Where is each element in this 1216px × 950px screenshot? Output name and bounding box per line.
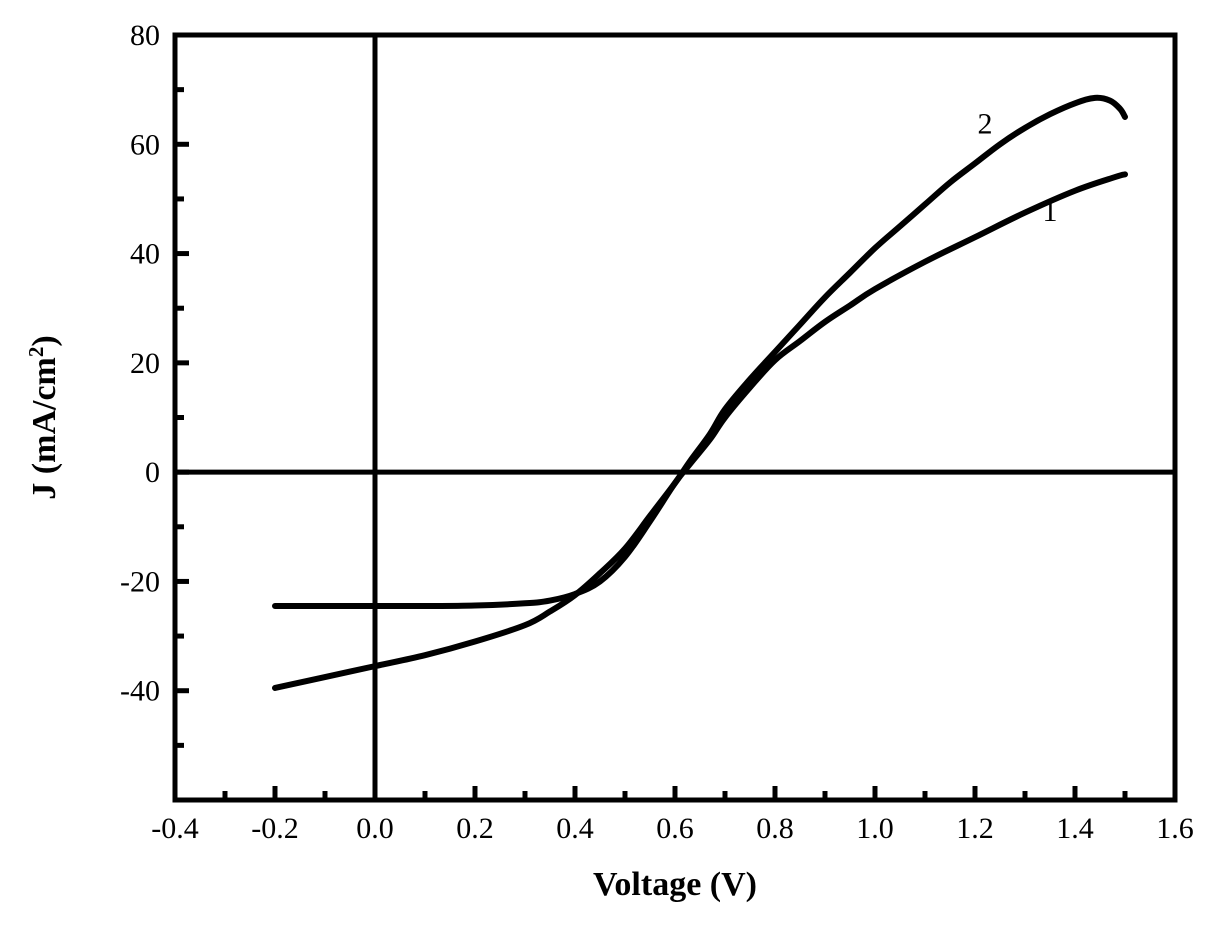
y-axis-label: J (mA/cm2) (24, 335, 63, 499)
xtick-label: 0.8 (756, 812, 794, 845)
ytick-label: 20 (130, 347, 160, 380)
ytick-label: -40 (120, 675, 160, 708)
xtick-label: 0.4 (556, 812, 594, 845)
ytick-label: -20 (120, 565, 160, 598)
y-axis-label-main: J (mA/cm (26, 357, 63, 500)
series-label-2: 2 (978, 107, 993, 140)
xtick-label: -0.2 (251, 812, 299, 845)
ytick-label: 40 (130, 238, 160, 271)
xtick-label: 0.0 (356, 812, 394, 845)
xtick-label: 1.4 (1056, 812, 1094, 845)
ytick-label: 0 (145, 456, 160, 489)
xtick-label: -0.4 (151, 812, 199, 845)
jv-chart: -0.4 -0.2 0.0 0.2 0.4 0.6 0.8 1.0 1.2 1.4 1.6 -40 -2… (0, 0, 1216, 950)
xtick-label: 1.0 (856, 812, 894, 845)
ytick-label: 80 (130, 19, 160, 52)
xtick-label: 1.6 (1156, 812, 1194, 845)
ytick-label: 60 (130, 128, 160, 161)
chart-svg: -0.4 -0.2 0.0 0.2 0.4 0.6 0.8 1.0 1.2 1.4 1.6 -40 -2… (0, 0, 1216, 950)
xtick-label: 0.6 (656, 812, 694, 845)
xtick-label: 0.2 (456, 812, 494, 845)
y-axis-label-sup: 2 (24, 347, 48, 358)
y-axis-label-tail: ) (26, 335, 63, 346)
series-label-1: 1 (1043, 195, 1058, 228)
xtick-label: 1.2 (956, 812, 994, 845)
y-axis-label-group: J (mA/cm2) (24, 335, 63, 499)
x-axis-label: Voltage (V) (593, 866, 757, 903)
